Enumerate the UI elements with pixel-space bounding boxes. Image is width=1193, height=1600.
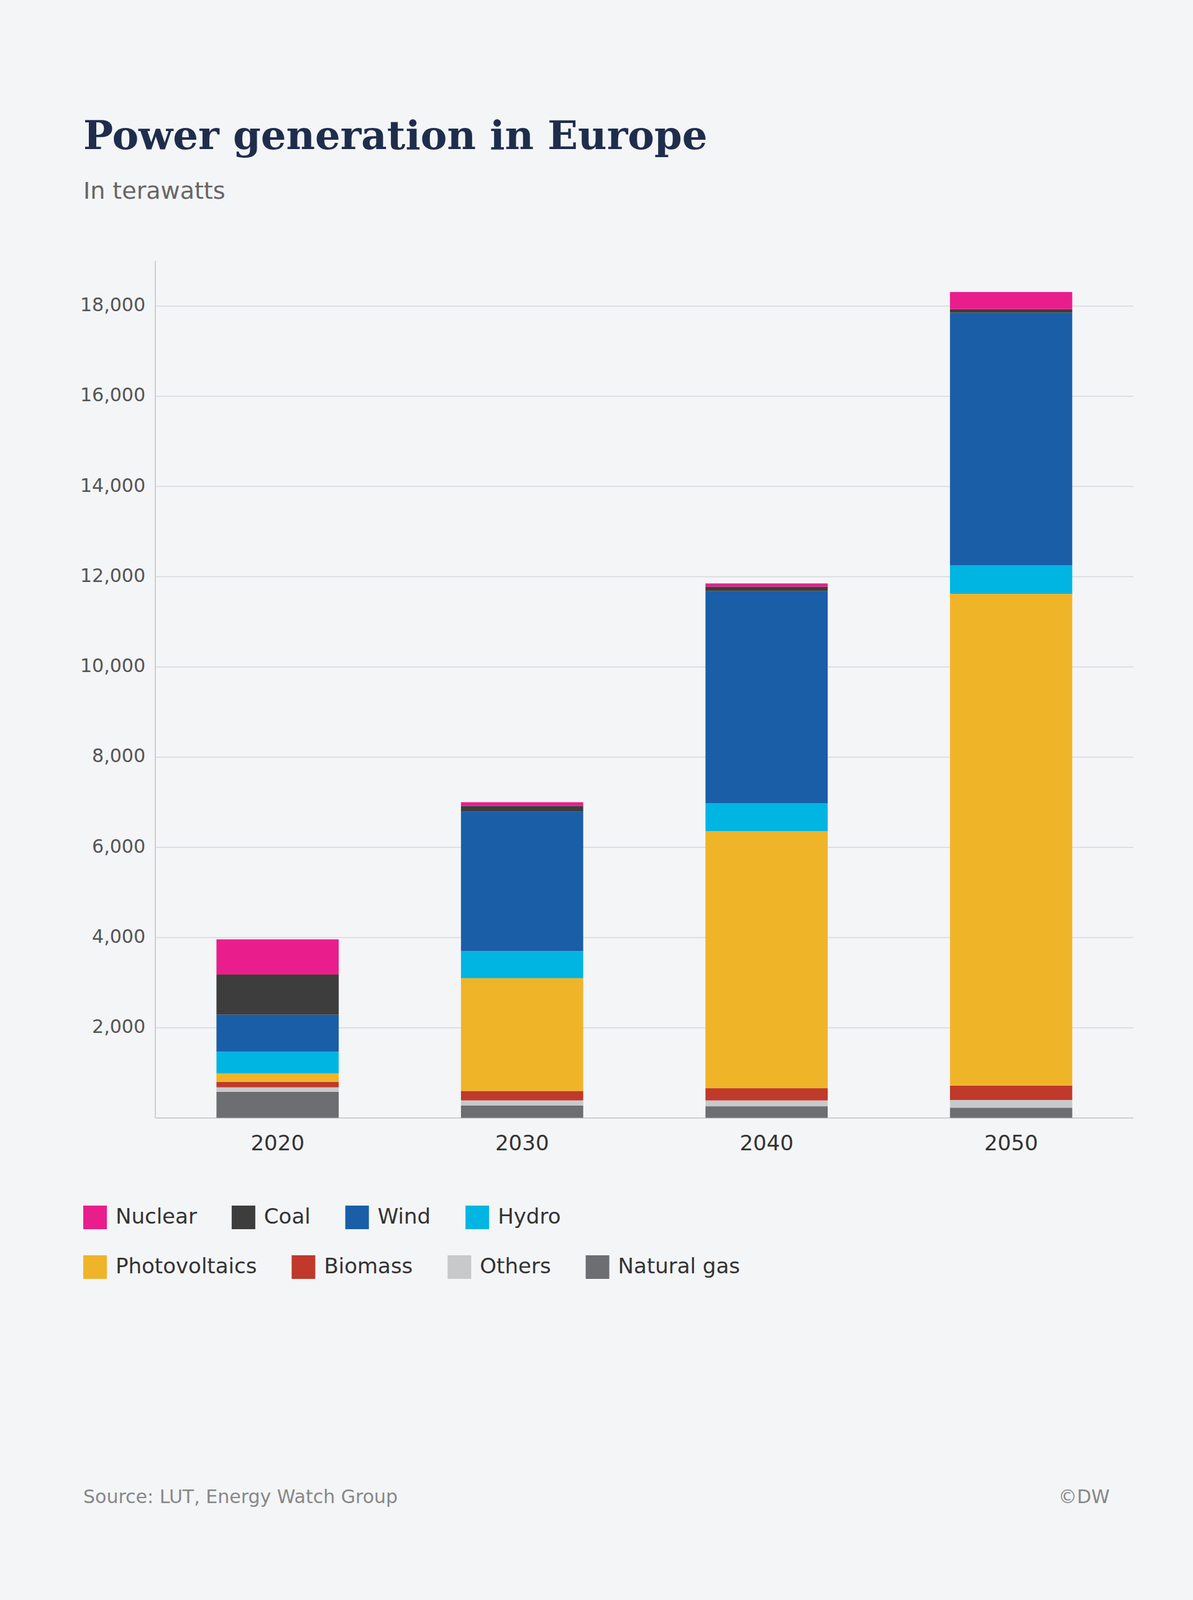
bar-segment bbox=[461, 978, 584, 1092]
legend-swatch bbox=[345, 1206, 370, 1230]
legend-label: Hydro bbox=[497, 1204, 561, 1230]
y-tick-label: 6,000 bbox=[91, 835, 146, 858]
x-axis-line bbox=[155, 1118, 1134, 1120]
title: Power generation in Europe bbox=[83, 111, 708, 159]
bar-segment bbox=[950, 292, 1073, 310]
y-tick-label: 12,000 bbox=[80, 564, 146, 587]
bar-segment bbox=[705, 1101, 828, 1107]
bar-segment bbox=[705, 583, 828, 587]
legend-label: Biomass bbox=[323, 1253, 413, 1279]
subtitle: In terawatts bbox=[83, 177, 226, 205]
y-tick-label: 14,000 bbox=[80, 474, 146, 497]
source: Source: LUT, Energy Watch Group bbox=[83, 1486, 398, 1509]
legend-swatch bbox=[231, 1206, 256, 1230]
bar-segment bbox=[950, 1100, 1073, 1108]
legend-swatch bbox=[83, 1206, 107, 1230]
bar-segment bbox=[461, 1091, 584, 1101]
legend-swatch bbox=[465, 1206, 490, 1230]
bar-segment bbox=[461, 805, 584, 812]
bars bbox=[216, 292, 1072, 1119]
bar-segment bbox=[216, 1092, 339, 1119]
y-tick-label: 2,000 bbox=[91, 1015, 146, 1038]
bar-segment bbox=[461, 1106, 584, 1119]
legend-swatch bbox=[83, 1255, 107, 1280]
x-tick-label: 2050 bbox=[984, 1130, 1039, 1156]
y-tick-label: 4,000 bbox=[91, 925, 146, 948]
bar-segment bbox=[705, 831, 828, 1089]
bar-segment bbox=[705, 1106, 828, 1119]
bar-segment bbox=[950, 1086, 1073, 1101]
bar-segment bbox=[705, 803, 828, 832]
y-tick-label: 10,000 bbox=[80, 654, 146, 677]
bar-segment bbox=[461, 811, 584, 952]
x-tick-label: 2030 bbox=[495, 1130, 550, 1156]
bar-segment bbox=[705, 586, 828, 591]
background bbox=[0, 0, 1193, 1600]
legend-swatch bbox=[585, 1255, 610, 1280]
legend-label: Photovoltaics bbox=[115, 1253, 257, 1279]
chart: Power generation in Europe In terawatts 2,… bbox=[0, 0, 1193, 1600]
bar-segment bbox=[216, 1073, 339, 1083]
bar-segment bbox=[705, 1088, 828, 1102]
legend: Nuclear Coal Wind Hydro Photovoltaics Biomass… bbox=[83, 1204, 741, 1280]
legend-swatch bbox=[291, 1255, 316, 1280]
bar-segment bbox=[216, 939, 339, 975]
bar-segment bbox=[950, 1107, 1073, 1119]
bar-segment bbox=[216, 1082, 339, 1088]
y-tick-label: 8,000 bbox=[91, 745, 146, 767]
y-tick-label: 18,000 bbox=[80, 293, 146, 316]
bar-segment bbox=[950, 313, 1073, 567]
x-tick-label: 2040 bbox=[739, 1130, 794, 1156]
bar-segment bbox=[461, 951, 584, 979]
bar-segment bbox=[705, 591, 828, 804]
bar-segment bbox=[950, 565, 1073, 595]
legend-swatch bbox=[447, 1255, 471, 1280]
legend-label: Nuclear bbox=[115, 1204, 197, 1230]
bar-segment bbox=[216, 974, 339, 1016]
x-tick-label: 2020 bbox=[250, 1130, 305, 1156]
legend-label: Natural gas bbox=[618, 1253, 741, 1279]
y-axis-line bbox=[155, 260, 156, 1119]
copyright: ©DW bbox=[1058, 1486, 1110, 1509]
y-tick-label: 16,000 bbox=[80, 383, 146, 406]
bar-segment bbox=[950, 309, 1073, 314]
bar-segment bbox=[216, 1051, 339, 1074]
legend-label: Coal bbox=[264, 1204, 311, 1230]
bar-segment bbox=[216, 1087, 339, 1093]
bar-segment bbox=[461, 1101, 584, 1107]
legend-label: Others bbox=[479, 1253, 551, 1279]
bar-segment bbox=[461, 802, 584, 807]
bar-segment bbox=[950, 594, 1073, 1087]
bar-segment bbox=[216, 1015, 339, 1053]
legend-label: Wind bbox=[377, 1204, 431, 1230]
